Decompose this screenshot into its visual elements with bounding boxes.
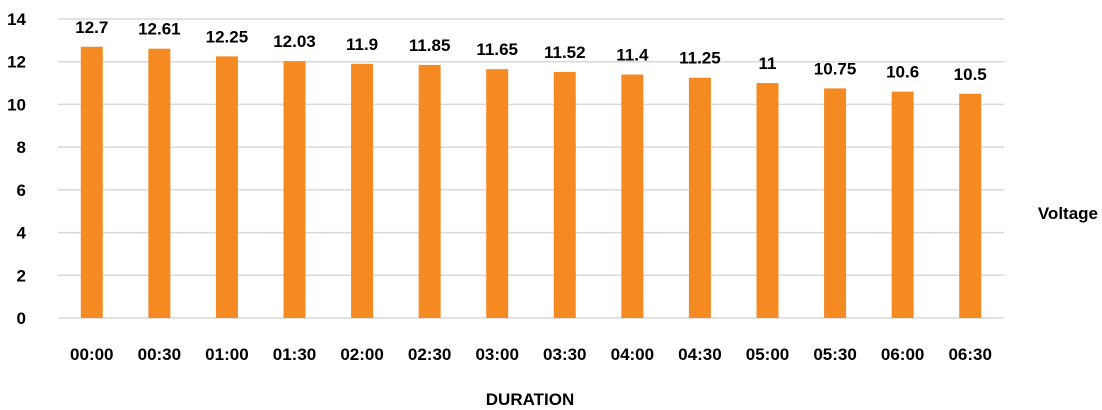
bar [553, 71, 576, 318]
bar [486, 69, 509, 318]
data-labels: 12.7 12.61 12.25 12.03 11.9 11.85 11.65 11.52 11… [75, 18, 987, 84]
data-label: 10.75 [814, 59, 857, 78]
x-tick-label: 00:00 [70, 345, 113, 364]
bar [891, 91, 914, 318]
data-label: 12.25 [206, 27, 249, 46]
x-tick-label: 05:30 [813, 345, 856, 364]
x-tick-label: 03:00 [475, 345, 518, 364]
bar [824, 88, 847, 319]
bar [148, 48, 171, 318]
bars [80, 46, 982, 319]
data-label: 11 [759, 54, 777, 73]
x-axis-ticks: 00:00 00:30 01:00 01:30 02:00 02:30 03:00 03:30… [70, 345, 992, 364]
data-label: 10.6 [886, 63, 919, 82]
x-tick-label: 03:30 [543, 345, 586, 364]
bar [80, 46, 103, 319]
y-tick-label: 4 [17, 224, 27, 243]
y-tick-label: 10 [7, 95, 26, 114]
data-label: 11.4 [616, 46, 649, 65]
data-label: 11.25 [679, 49, 721, 68]
x-axis-title: DURATION [486, 390, 574, 409]
data-label: 10.5 [954, 65, 987, 84]
y-axis-ticks: 0 2 4 6 8 10 12 14 [7, 10, 26, 328]
x-tick-label: 02:30 [408, 345, 451, 364]
x-tick-label: 01:30 [273, 345, 316, 364]
y-tick-label: 12 [7, 53, 26, 72]
gridlines [58, 18, 1004, 319]
data-label: 12.61 [138, 20, 181, 39]
bar [756, 83, 779, 318]
data-label: 11.85 [409, 36, 451, 55]
bar [959, 93, 982, 318]
data-label: 12.7 [75, 18, 108, 37]
data-label: 11.52 [544, 43, 586, 62]
y-tick-label: 2 [17, 266, 26, 285]
y-tick-label: 8 [17, 138, 26, 157]
bar [283, 61, 306, 318]
data-label: 11.65 [476, 40, 518, 59]
x-tick-label: 05:00 [746, 345, 789, 364]
data-label: 11.9 [346, 35, 378, 54]
x-tick-label: 04:00 [611, 345, 654, 364]
data-label: 12.03 [273, 32, 316, 51]
bar [418, 64, 441, 319]
bar [688, 77, 711, 318]
x-tick-label: 04:30 [678, 345, 721, 364]
y-tick-label: 14 [7, 10, 26, 29]
legend-series-name: Voltage [1038, 204, 1098, 223]
bar [621, 74, 644, 319]
x-tick-label: 06:00 [881, 345, 924, 364]
x-tick-label: 02:00 [340, 345, 383, 364]
y-tick-label: 6 [17, 181, 26, 200]
bar [215, 56, 238, 318]
y-tick-label: 0 [17, 309, 26, 328]
x-tick-label: 06:30 [948, 345, 991, 364]
bar [351, 63, 374, 318]
x-tick-label: 01:00 [205, 345, 248, 364]
x-tick-label: 00:30 [138, 345, 181, 364]
